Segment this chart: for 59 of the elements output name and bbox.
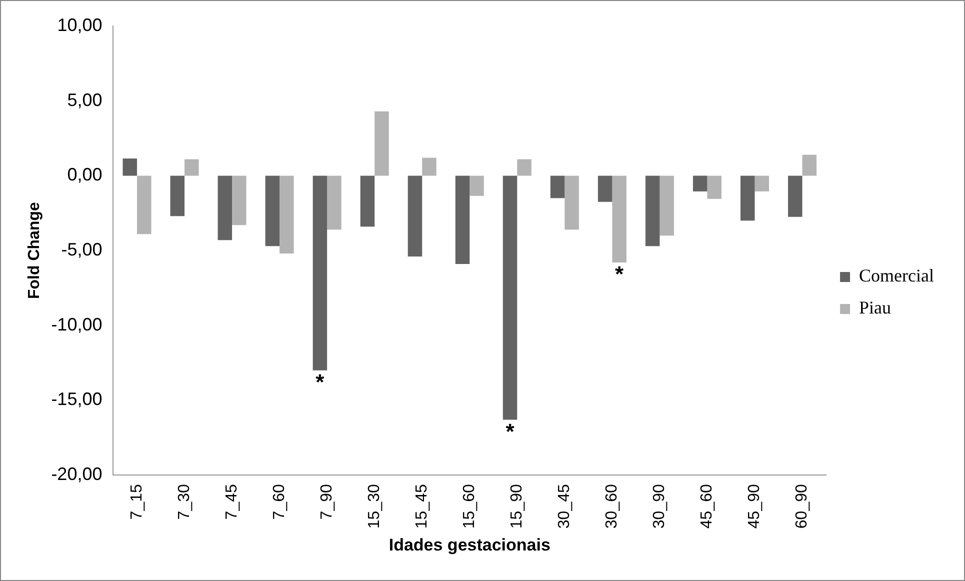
bar — [740, 176, 755, 221]
bar — [502, 176, 518, 420]
bar — [754, 176, 770, 192]
y-tick-label: 5,00 — [67, 90, 102, 110]
y-tick-label: 10,00 — [57, 14, 102, 35]
bar — [598, 176, 612, 202]
x-tick-label: 60_90 — [794, 484, 811, 529]
x-tick-label: 30_90 — [651, 484, 668, 529]
legend-label: Comercial — [859, 266, 934, 286]
y-tick-label: -20,00 — [51, 464, 102, 484]
bar — [232, 176, 246, 226]
bar — [422, 158, 436, 176]
bar — [564, 176, 579, 230]
x-tick-label: 45_60 — [698, 484, 716, 529]
bar — [374, 111, 389, 176]
bar — [455, 176, 470, 264]
y-tick-label: 0,00 — [67, 164, 102, 185]
bar — [645, 176, 660, 246]
bar — [408, 176, 422, 257]
bar — [802, 154, 817, 176]
legend-label: Piau — [859, 298, 892, 318]
x-tick-label: 7_60 — [270, 484, 288, 520]
bar — [470, 176, 484, 196]
x-tick-label: 15_90 — [508, 484, 526, 529]
x-tick-label: 7_15 — [128, 484, 146, 520]
x-tick-label: 15_30 — [366, 484, 383, 529]
x-tick-label: 7_90 — [318, 484, 336, 520]
y-tick-label: -15,00 — [51, 389, 102, 410]
bar — [184, 159, 199, 176]
bar — [612, 176, 626, 263]
bar — [327, 176, 342, 230]
bar — [265, 176, 280, 246]
annotation: * — [506, 418, 515, 444]
x-tick-label: 7_30 — [176, 484, 193, 520]
x-tick-label: 7_45 — [223, 484, 240, 520]
bar — [707, 176, 722, 199]
bar — [660, 176, 674, 236]
bar — [312, 176, 328, 370]
bar — [170, 176, 185, 216]
bar — [218, 176, 232, 240]
bar — [788, 176, 802, 217]
x-tick-label: 15_60 — [461, 484, 478, 529]
x-tick-label: 30_45 — [556, 484, 574, 529]
y-axis-title: Fold Change — [26, 202, 44, 299]
x-tick-label: 15_45 — [414, 484, 431, 529]
annotation: * — [615, 262, 624, 287]
bar — [360, 176, 375, 227]
bar — [122, 158, 137, 176]
x-axis-title: Idades gestacionais — [388, 535, 550, 554]
bar — [692, 176, 708, 192]
bar — [550, 176, 565, 198]
y-tick-label: -10,00 — [51, 314, 102, 334]
x-tick-label: 45_90 — [746, 484, 764, 529]
annotation: * — [316, 369, 325, 394]
y-tick-label: -5,00 — [61, 240, 102, 260]
x-tick-label: 30_60 — [604, 484, 621, 529]
bar — [280, 176, 294, 254]
bar — [517, 159, 532, 176]
bar — [137, 176, 152, 234]
